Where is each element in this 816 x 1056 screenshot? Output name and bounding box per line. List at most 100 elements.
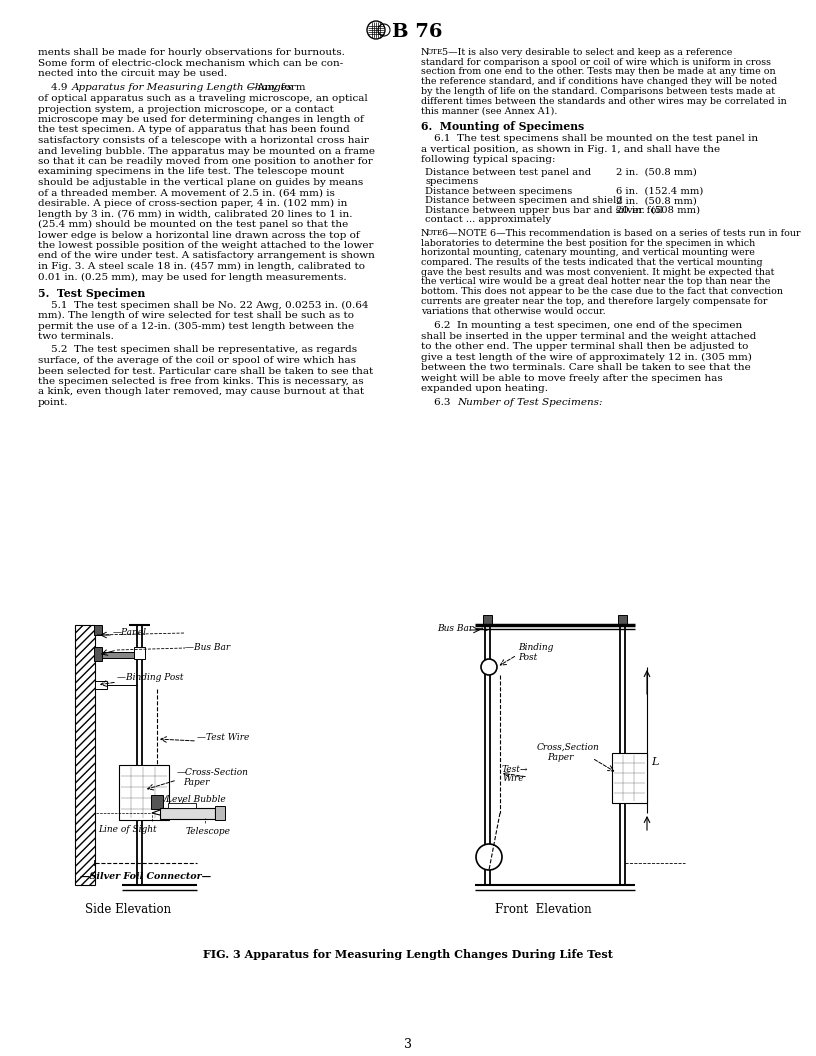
Text: weight will be able to move freely after the specimen has: weight will be able to move freely after…	[421, 374, 723, 382]
Text: laboratories to determine the best position for the specimen in which: laboratories to determine the best posit…	[421, 239, 756, 247]
Text: N: N	[421, 48, 429, 57]
Text: the vertical wire would be a great deal hotter near the top than near the: the vertical wire would be a great deal …	[421, 278, 770, 286]
Text: the test specimen. A type of apparatus that has been found: the test specimen. A type of apparatus t…	[38, 126, 350, 134]
Text: Distance between specimens: Distance between specimens	[425, 187, 572, 196]
Text: 6 in.  (152.4 mm): 6 in. (152.4 mm)	[616, 187, 703, 196]
Text: Side Elevation: Side Elevation	[85, 903, 171, 916]
Text: —Binding Post: —Binding Post	[117, 673, 184, 682]
Text: variations that otherwise would occur.: variations that otherwise would occur.	[421, 306, 605, 316]
Text: section from one end to the other. Tests may then be made at any time on: section from one end to the other. Tests…	[421, 68, 776, 76]
Text: to the other end. The upper terminal shall then be adjusted to: to the other end. The upper terminal sha…	[421, 342, 748, 352]
Text: 6.3: 6.3	[434, 398, 457, 407]
Text: lower edge is below a horizontal line drawn across the top of: lower edge is below a horizontal line dr…	[38, 230, 360, 240]
Text: 5.  Test Specimen: 5. Test Specimen	[38, 288, 145, 299]
Text: Paper: Paper	[547, 753, 574, 762]
Text: —Test Wire: —Test Wire	[197, 733, 250, 742]
Text: gave the best results and was most convenient. It might be expected that: gave the best results and was most conve…	[421, 268, 774, 277]
Text: 5—It is also very desirable to select and keep as a reference: 5—It is also very desirable to select an…	[439, 48, 733, 57]
Text: 3: 3	[404, 1038, 412, 1051]
Text: a vertical position, as shown in Fig. 1, and shall have the: a vertical position, as shown in Fig. 1,…	[421, 145, 721, 154]
Text: Distance between upper bus bar and silver foil: Distance between upper bus bar and silve…	[425, 206, 663, 215]
Text: 2 in.  (50.8 mm): 2 in. (50.8 mm)	[616, 168, 697, 177]
Text: should be adjustable in the vertical plane on guides by means: should be adjustable in the vertical pla…	[38, 178, 363, 187]
Text: Line of Sight: Line of Sight	[98, 825, 157, 834]
Text: OTE: OTE	[427, 229, 443, 237]
Text: the specimen selected is free from kinks. This is necessary, as: the specimen selected is free from kinks…	[38, 377, 364, 386]
Text: length by 3 in. (76 mm) in width, calibrated 20 lines to 1 in.: length by 3 in. (76 mm) in width, calibr…	[38, 209, 353, 219]
Text: 4.9: 4.9	[38, 83, 74, 93]
Text: —Bus Bar: —Bus Bar	[185, 643, 230, 652]
Text: —Silver Foil Connector—: —Silver Foil Connector—	[81, 872, 211, 881]
Text: the reference standard, and if conditions have changed they will be noted: the reference standard, and if condition…	[421, 77, 778, 87]
Text: 6.1  The test specimens shall be mounted on the test panel in: 6.1 The test specimens shall be mounted …	[434, 134, 758, 144]
Text: nected into the circuit may be used.: nected into the circuit may be used.	[38, 69, 227, 78]
Text: ments shall be made for hourly observations for burnouts.: ments shall be made for hourly observati…	[38, 48, 345, 57]
Text: point.: point.	[38, 398, 69, 407]
Text: and leveling bubble. The apparatus may be mounted on a frame: and leveling bubble. The apparatus may b…	[38, 147, 375, 155]
Text: between the two terminals. Care shall be taken to see that the: between the two terminals. Care shall be…	[421, 363, 751, 372]
Text: Test→: Test→	[502, 765, 529, 774]
Text: give a test length of the wire of approximately 12 in. (305 mm): give a test length of the wire of approx…	[421, 353, 752, 362]
Text: 0.01 in. (0.25 mm), may be used for length measurements.: 0.01 in. (0.25 mm), may be used for leng…	[38, 272, 347, 282]
Text: of optical apparatus such as a traveling microscope, an optical: of optical apparatus such as a traveling…	[38, 94, 368, 103]
Bar	[168, 803, 196, 808]
Text: of a threaded member. A movement of 2.5 in. (64 mm) is: of a threaded member. A movement of 2.5 …	[38, 189, 335, 197]
Text: /Level Bubble: /Level Bubble	[164, 795, 227, 804]
Circle shape	[481, 659, 497, 675]
Text: B 76: B 76	[392, 23, 442, 41]
Text: Bus Bar →: Bus Bar →	[437, 624, 484, 633]
Text: by the length of life on the standard. Comparisons between tests made at: by the length of life on the standard. C…	[421, 87, 775, 96]
Text: desirable. A piece of cross-section paper, 4 in. (102 mm) in: desirable. A piece of cross-section pape…	[38, 199, 348, 208]
Text: —Panel: —Panel	[113, 628, 147, 637]
Text: 5.2  The test specimen shall be representative, as regards: 5.2 The test specimen shall be represent…	[51, 345, 357, 355]
Text: Distance between specimen and shield: Distance between specimen and shield	[425, 196, 623, 206]
Bar	[95, 681, 107, 689]
Text: this manner (see Annex A1).: this manner (see Annex A1).	[421, 107, 557, 115]
Text: Number of Test Specimens:: Number of Test Specimens:	[457, 398, 602, 407]
Text: 20 in.  (508 mm): 20 in. (508 mm)	[616, 206, 700, 215]
Bar	[160, 808, 215, 819]
Text: two terminals.: two terminals.	[38, 332, 114, 341]
Text: projection system, a projection microscope, or a contact: projection system, a projection microsco…	[38, 105, 334, 113]
Text: Telescope: Telescope	[186, 827, 231, 836]
Text: different times between the standards and other wires may be correlated in: different times between the standards an…	[421, 96, 787, 106]
Text: a kink, even though later removed, may cause burnout at that: a kink, even though later removed, may c…	[38, 388, 364, 396]
Text: compared. The results of the tests indicated that the vertical mounting: compared. The results of the tests indic…	[421, 258, 763, 267]
Bar	[618, 615, 627, 625]
Text: mm). The length of wire selected for test shall be such as to: mm). The length of wire selected for tes…	[38, 312, 354, 320]
Text: L: L	[651, 757, 659, 767]
Text: permit the use of a 12-in. (305-mm) test length between the: permit the use of a 12-in. (305-mm) test…	[38, 321, 354, 331]
Text: —Any form: —Any form	[247, 83, 305, 93]
Text: FIG. 3 Apparatus for Measuring Length Changes During Life Test: FIG. 3 Apparatus for Measuring Length Ch…	[203, 949, 613, 960]
Bar	[612, 753, 647, 803]
Text: examining specimens in the life test. The telescope mount: examining specimens in the life test. Th…	[38, 168, 344, 176]
Text: Post: Post	[518, 653, 537, 662]
Text: Distance between test panel and: Distance between test panel and	[425, 168, 591, 177]
Text: specimens: specimens	[425, 177, 478, 187]
Text: Binding: Binding	[518, 643, 553, 652]
Text: following typical spacing:: following typical spacing:	[421, 155, 556, 165]
Text: expanded upon heating.: expanded upon heating.	[421, 384, 548, 393]
Bar	[134, 647, 145, 659]
Text: 2 in.  (50.8 mm): 2 in. (50.8 mm)	[616, 196, 697, 206]
Bar	[151, 795, 163, 809]
Text: 6—NOTE 6—This recommendation is based on a series of tests run in four: 6—NOTE 6—This recommendation is based on…	[439, 229, 800, 238]
Bar	[75, 625, 95, 885]
Bar	[483, 615, 492, 625]
Bar	[102, 652, 137, 658]
Text: shall be inserted in the upper terminal and the weight attached: shall be inserted in the upper terminal …	[421, 332, 756, 341]
Text: been selected for test. Particular care shall be taken to see that: been selected for test. Particular care …	[38, 366, 373, 376]
Text: Cross,Section: Cross,Section	[537, 743, 600, 752]
Text: the lowest possible position of the weight attached to the lower: the lowest possible position of the weig…	[38, 241, 374, 250]
Bar	[119, 765, 169, 821]
Text: OTE: OTE	[427, 48, 443, 56]
Text: surface, of the average of the coil or spool of wire which has: surface, of the average of the coil or s…	[38, 356, 356, 365]
Text: 6.2  In mounting a test specimen, one end of the specimen: 6.2 In mounting a test specimen, one end…	[434, 321, 743, 331]
Text: horizontal mounting, catenary mounting, and vertical mounting were: horizontal mounting, catenary mounting, …	[421, 248, 755, 258]
Text: —Cross-Section: —Cross-Section	[177, 768, 249, 777]
Text: 6.  Mounting of Specimens: 6. Mounting of Specimens	[421, 120, 584, 132]
Text: end of the wire under test. A satisfactory arrangement is shown: end of the wire under test. A satisfacto…	[38, 251, 375, 261]
Text: Wire: Wire	[502, 774, 524, 782]
Text: bottom. This does not appear to be the case due to the fact that convection: bottom. This does not appear to be the c…	[421, 287, 783, 296]
Text: (25.4 mm) should be mounted on the test panel so that the: (25.4 mm) should be mounted on the test …	[38, 220, 348, 229]
